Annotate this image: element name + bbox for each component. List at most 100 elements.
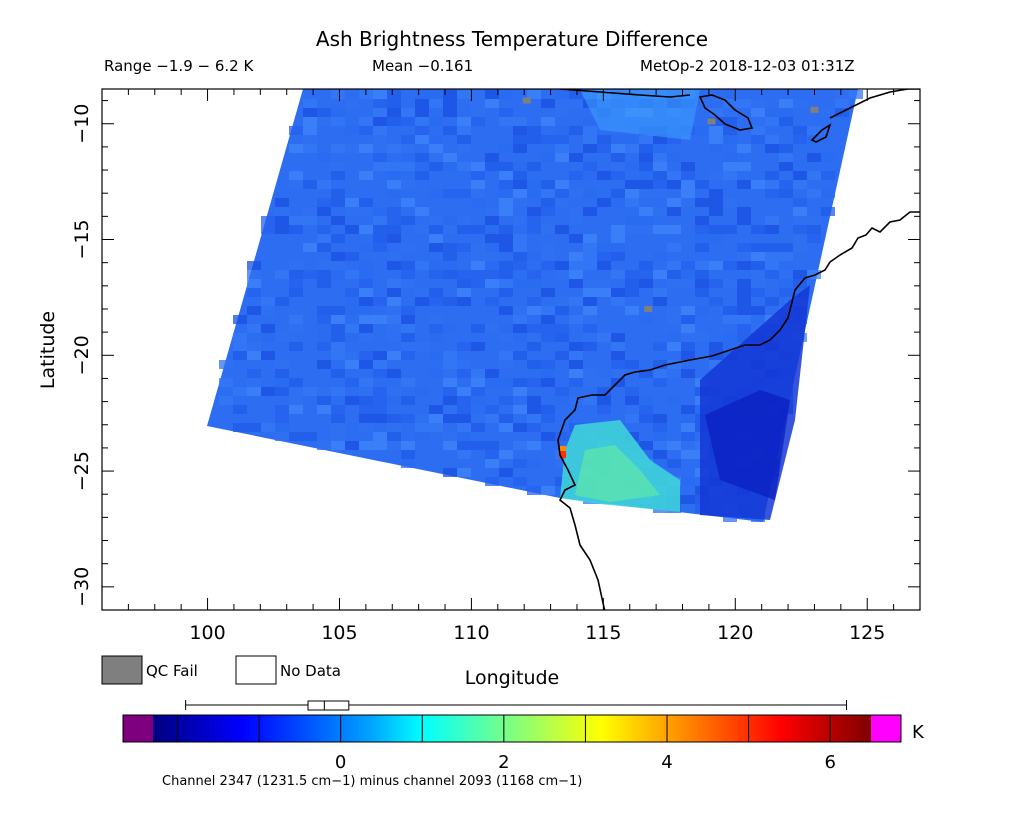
swath-pixel [373, 90, 387, 99]
swath-pixel [821, 189, 835, 198]
swath-pixel [443, 126, 457, 135]
swath-pixel [499, 423, 513, 432]
swath-pixel [345, 441, 359, 450]
swath-pixel [457, 360, 471, 369]
swath-pixel [443, 396, 457, 405]
swath-pixel [765, 270, 779, 279]
swath-pixel [457, 189, 471, 198]
swath-pixel [457, 468, 471, 477]
swath-pixel [555, 297, 569, 306]
swath-pixel [443, 99, 457, 108]
swath-pixel [373, 225, 387, 234]
swath-pixel [331, 423, 345, 432]
swath-pixel [569, 126, 583, 135]
swath-pixel [709, 297, 723, 306]
swath-pixel [373, 153, 387, 162]
swath-pixel [597, 405, 611, 414]
colorbar-unit: K [912, 722, 925, 743]
swath-pixel [527, 333, 541, 342]
swath-pixel [583, 126, 597, 135]
swath-pixel [695, 288, 709, 297]
swath-pixel [681, 495, 695, 504]
swath-pixel [793, 243, 807, 252]
swath-pixel [681, 198, 695, 207]
swath-pixel [513, 252, 527, 261]
swath-pixel [527, 126, 541, 135]
swath-pixel [639, 405, 653, 414]
swath-pixel [639, 414, 653, 423]
swath-pixel [779, 153, 793, 162]
swath-pixel [667, 396, 681, 405]
swath-pixel [429, 405, 443, 414]
swath-pixel [527, 459, 541, 468]
colorbar-frame [122, 714, 902, 743]
swath-pixel [359, 387, 373, 396]
swath-pixel [583, 342, 597, 351]
swath-pixel [709, 126, 723, 135]
swath-pixel [485, 261, 499, 270]
swath-pixel [569, 351, 583, 360]
swath-pixel [331, 432, 345, 441]
swath-pixel [667, 306, 681, 315]
swath-pixel [499, 333, 513, 342]
swath-pixel [751, 225, 765, 234]
swath-pixel [779, 279, 793, 288]
swath-pixel [513, 423, 527, 432]
swath-pixel [345, 99, 359, 108]
swath-pixel [443, 225, 457, 234]
swath-pixel [723, 117, 737, 126]
swath-pixel [429, 99, 443, 108]
swath-pixel [331, 387, 345, 396]
swath-pixel [429, 135, 443, 144]
swath-pixel [359, 405, 373, 414]
swath-pixel [415, 297, 429, 306]
swath-pixel [485, 225, 499, 234]
swath-pixel [401, 414, 415, 423]
swath-pixel [317, 153, 331, 162]
swath-pixel [429, 225, 443, 234]
swath-pixel [331, 333, 345, 342]
range-text: Range −1.9 − 6.2 K [104, 57, 254, 75]
swath-pixel [345, 333, 359, 342]
swath-pixel [681, 306, 695, 315]
swath-pixel [387, 306, 401, 315]
swath-pixel [709, 171, 723, 180]
swath-pixel [765, 252, 779, 261]
swath-pixel [527, 297, 541, 306]
x-tick-label: 120 [717, 622, 753, 644]
swath-pixel [289, 144, 303, 153]
swath-pixel [359, 306, 373, 315]
swath-pixel [317, 198, 331, 207]
swath-pixel [639, 153, 653, 162]
swath-pixel [457, 144, 471, 153]
y-axis-label: Latitude [37, 311, 59, 389]
swath-pixel [611, 288, 625, 297]
swath-pixel [583, 297, 597, 306]
swath-pixel [849, 90, 863, 99]
swath-pixel [625, 180, 639, 189]
swath-pixel [793, 234, 807, 243]
swath-pixel [513, 315, 527, 324]
swath-pixel [331, 216, 345, 225]
swath-pixel [415, 261, 429, 270]
swath-pixel [457, 297, 471, 306]
swath-pixel [583, 333, 597, 342]
swath-pixel [457, 279, 471, 288]
colorbar-ticks [176, 715, 831, 742]
swath-pixel [555, 387, 569, 396]
swath-pixel [345, 198, 359, 207]
swath-pixel [373, 414, 387, 423]
swath-pixel [541, 135, 555, 144]
swath-pixel [667, 198, 681, 207]
swath-pixel [653, 414, 667, 423]
swath-pixel [569, 153, 583, 162]
swath-pixel [387, 171, 401, 180]
swath-pixel [317, 108, 331, 117]
swath-pixel [373, 216, 387, 225]
swath-pixel [499, 180, 513, 189]
swath-pixel [457, 243, 471, 252]
swath-pixel [611, 333, 625, 342]
x-tick-label: 115 [585, 622, 621, 644]
swath-pixel [527, 189, 541, 198]
swath-pixel [471, 252, 485, 261]
